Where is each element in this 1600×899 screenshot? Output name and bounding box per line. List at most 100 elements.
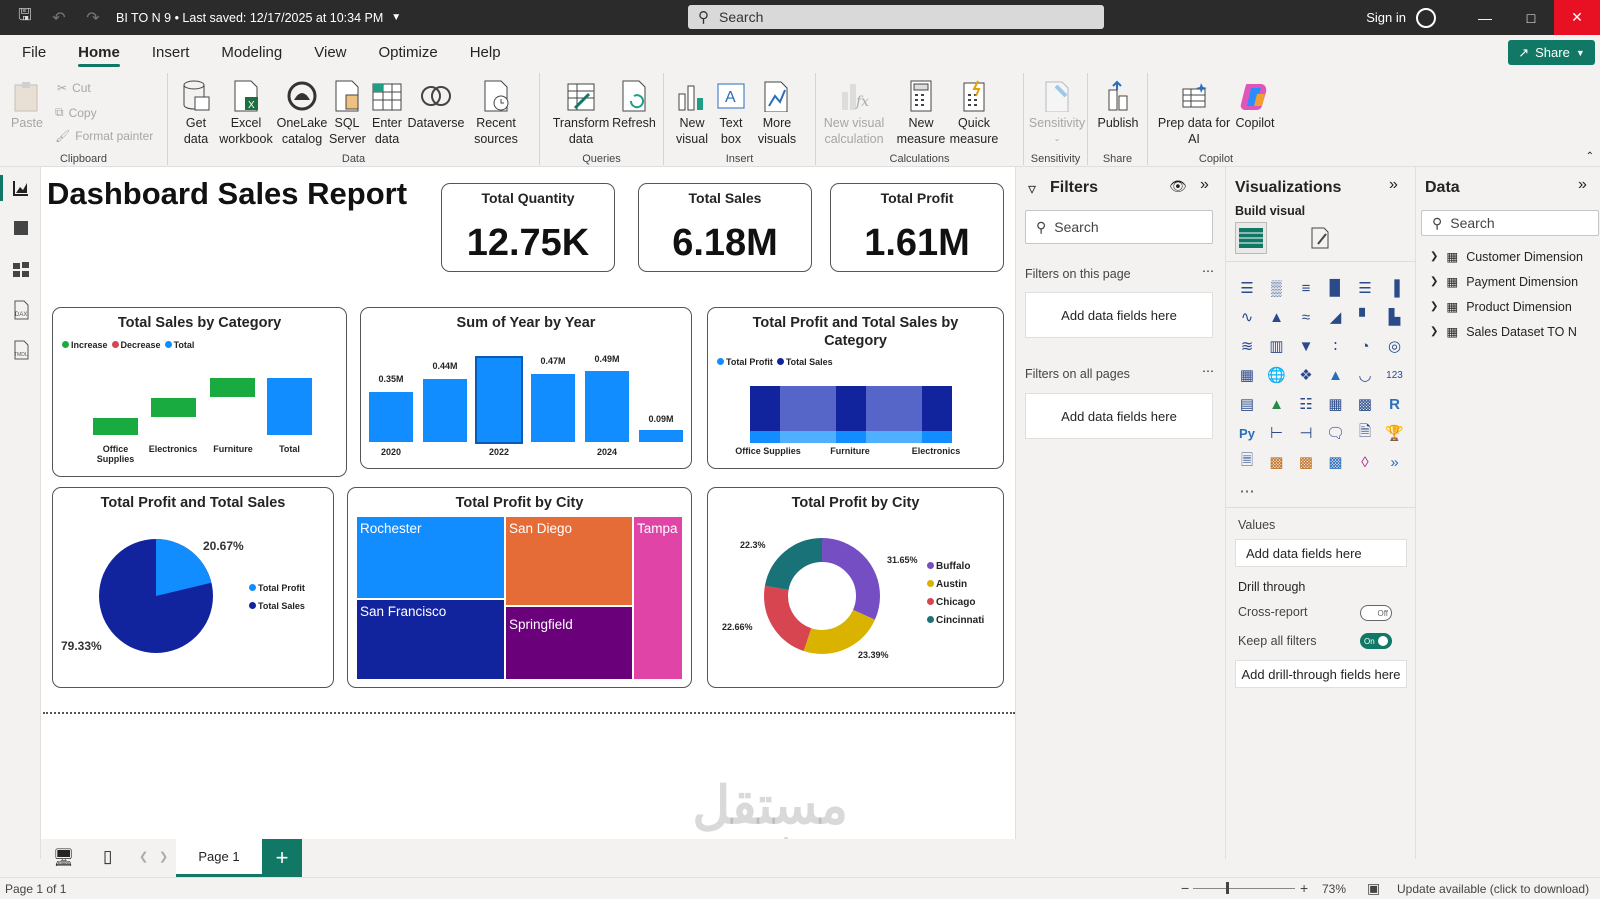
mobile-layout-icon[interactable]: ▯ — [103, 847, 113, 866]
bar-sales-office-supplies[interactable] — [750, 386, 780, 431]
zoom-in-button[interactable]: + — [1300, 880, 1309, 896]
funnel-icon[interactable]: ▼ — [1298, 337, 1314, 355]
key-influencers-icon[interactable]: ⊢ — [1269, 425, 1284, 442]
data-table-sales-dataset[interactable]: ❯ ▦ Sales Dataset TO N — [1430, 324, 1577, 340]
format-painter-button[interactable]: 🖌 Format painter — [55, 129, 153, 143]
bar-2021[interactable] — [423, 379, 467, 442]
collapse-pane-icon[interactable]: » — [1200, 176, 1209, 193]
collapse-pane-icon[interactable]: » — [1578, 176, 1587, 193]
fit-to-page-icon[interactable]: ▣ — [1367, 880, 1381, 896]
treemap-total-profit-by-city[interactable]: Total Profit by City Rochester San Diego… — [347, 487, 692, 688]
tmdl-view-icon[interactable]: TMDL — [10, 339, 32, 361]
donut-chart-total-profit-by-city[interactable]: Total Profit by City 22.3% 31.65% 22.66%… — [707, 487, 1004, 688]
treemap-cell-san-diego[interactable]: San Diego — [505, 516, 633, 606]
decomposition-tree-icon[interactable]: ⊣ — [1299, 425, 1313, 442]
maximize-button[interactable]: □ — [1526, 9, 1536, 26]
sql-server-button[interactable]: SQL Server — [329, 79, 366, 147]
custom-visual-icon[interactable]: ▩ — [1328, 454, 1343, 471]
bar-2024[interactable] — [585, 371, 629, 442]
eye-icon[interactable]: 👁 — [1169, 178, 1187, 194]
drill-through-drop-well[interactable]: Add drill-through fields here — [1235, 660, 1407, 688]
collapse-pane-icon[interactable]: » — [1389, 176, 1398, 193]
azure-map-icon[interactable]: ▲ — [1328, 366, 1343, 384]
more-visuals-icon[interactable]: ⋯ — [1239, 483, 1255, 500]
line-clustered-column-icon[interactable]: ▙ — [1388, 309, 1401, 326]
kpi-card-total-sales[interactable]: Total Sales 6.18M — [638, 183, 812, 272]
share-button[interactable]: ↗ Share ▼ — [1508, 40, 1595, 65]
search-box[interactable]: ⚲ Search — [688, 5, 1104, 29]
scatter-icon[interactable]: ∶ — [1333, 338, 1338, 355]
narrative-icon[interactable]: 🗎 — [1358, 422, 1372, 440]
get-data-button[interactable]: Get data — [176, 79, 216, 147]
all-pages-filters-drop-well[interactable]: Add data fields here — [1025, 393, 1213, 439]
slicer-icon[interactable]: ☷ — [1299, 396, 1313, 413]
data-table-payment-dimension[interactable]: ❯ ▦ Payment Dimension — [1430, 274, 1578, 290]
treemap-icon[interactable]: ▦ — [1239, 367, 1255, 384]
menu-home[interactable]: Home — [62, 35, 136, 69]
new-visual-calculation-button[interactable]: fx New visual calculation — [822, 79, 886, 147]
report-view-icon[interactable] — [0, 175, 32, 201]
more-options-icon[interactable]: ⋯ — [1202, 364, 1214, 378]
menu-insert[interactable]: Insert — [151, 43, 190, 61]
stacked-area-icon[interactable]: ≈ — [1301, 308, 1311, 326]
build-visual-tab[interactable] — [1235, 222, 1267, 254]
stacked-column-icon[interactable]: ▒ — [1271, 279, 1282, 297]
quick-measure-button[interactable]: Quick measure — [950, 79, 998, 147]
bar-2025[interactable] — [639, 430, 683, 442]
matrix-icon[interactable]: ▩ — [1357, 396, 1373, 413]
menu-view[interactable]: View — [314, 43, 347, 61]
menu-file[interactable]: File — [22, 43, 47, 61]
excel-workbook-button[interactable]: X Excel workbook — [218, 79, 274, 147]
waterfall-bar-total[interactable] — [267, 378, 312, 435]
pie-graphic[interactable] — [98, 538, 214, 654]
kpi-card-total-profit[interactable]: Total Profit 1.61M — [830, 183, 1004, 272]
model-view-icon[interactable] — [10, 259, 32, 281]
ribbon-chart-icon[interactable]: ≋ — [1240, 338, 1254, 355]
data-table-customer-dimension[interactable]: ❯ ▦ Customer Dimension — [1430, 249, 1583, 265]
new-visual-button[interactable]: New visual — [670, 79, 714, 147]
goals-icon[interactable]: 🏆 — [1385, 425, 1404, 442]
treemap-cell-san-francisco[interactable]: San Francisco — [356, 599, 505, 680]
text-box-button[interactable]: A Text box — [714, 79, 748, 147]
more-visuals-button[interactable]: More visuals — [752, 79, 802, 147]
power-apps-icon[interactable]: ▩ — [1269, 454, 1284, 471]
filled-map-icon[interactable]: ❖ — [1299, 367, 1313, 384]
cut-button[interactable]: ✂ Cut — [57, 81, 91, 95]
previous-page-icon[interactable]: ❮ — [139, 851, 149, 863]
bar-sales-electronics[interactable] — [922, 386, 952, 431]
values-drop-well[interactable]: Add data fields here — [1235, 539, 1407, 567]
transform-data-button[interactable]: Transform data — [552, 79, 610, 147]
zoom-slider-thumb[interactable] — [1226, 882, 1229, 894]
onelake-catalog-button[interactable]: OneLake catalog — [274, 79, 330, 147]
waterfall-bar-electronics[interactable] — [151, 398, 196, 417]
undo-icon[interactable]: ↶ — [52, 9, 66, 27]
save-icon[interactable]: 🖫 — [18, 7, 32, 24]
format-visual-tab[interactable] — [1304, 222, 1336, 254]
keep-all-filters-toggle[interactable]: On — [1360, 633, 1392, 649]
waterfall-icon[interactable]: ▥ — [1269, 338, 1284, 355]
menu-optimize[interactable]: Optimize — [378, 43, 438, 61]
paginated-report-icon[interactable]: 🗏 — [1240, 451, 1254, 469]
sensitivity-button[interactable]: Sensitivity ⌄ — [1029, 79, 1085, 147]
100-bar-icon[interactable]: ☰ — [1358, 280, 1372, 297]
copilot-button[interactable]: Copilot — [1232, 79, 1278, 131]
bar-sales-furniture[interactable] — [836, 386, 866, 431]
map-icon[interactable]: 🌐 — [1267, 367, 1286, 384]
file-title[interactable]: BI TO N 9 • Last saved: 12/17/2025 at 10… — [116, 10, 384, 25]
pie-chart-profit-and-sales[interactable]: Total Profit and Total Sales 20.67% 79.3… — [52, 487, 334, 688]
menu-help[interactable]: Help — [469, 43, 501, 61]
menu-modeling[interactable]: Modeling — [221, 43, 283, 61]
publish-button[interactable]: Publish — [1094, 79, 1142, 131]
minimize-button[interactable]: — — [1478, 9, 1492, 26]
page-filters-drop-well[interactable]: Add data fields here — [1025, 292, 1213, 338]
dax-query-view-icon[interactable]: DAX — [10, 299, 32, 321]
treemap-cell-rochester[interactable]: Rochester — [356, 516, 505, 599]
redo-icon[interactable]: ↷ — [86, 9, 100, 27]
bar-chart-sum-of-year[interactable]: Sum of Year by Year 0.35M 0.44M 0.58M 0.… — [360, 307, 692, 469]
add-page-button[interactable]: + — [262, 839, 302, 877]
update-available-link[interactable]: Update available (click to download) — [1397, 882, 1590, 896]
qa-icon[interactable]: 🗨 — [1325, 425, 1346, 442]
donut-icon[interactable]: ◎ — [1387, 338, 1402, 355]
refresh-button[interactable]: Refresh — [612, 79, 656, 131]
power-apps-diamond-icon[interactable]: ◊ — [1361, 453, 1369, 471]
